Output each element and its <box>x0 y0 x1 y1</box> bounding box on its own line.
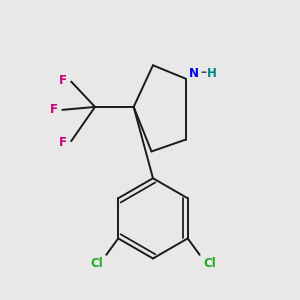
Text: –: – <box>200 66 207 79</box>
Text: F: F <box>59 74 67 87</box>
Text: Cl: Cl <box>90 257 103 270</box>
Text: N: N <box>189 67 199 80</box>
Text: H: H <box>206 67 216 80</box>
Text: F: F <box>50 103 58 116</box>
Text: F: F <box>59 136 67 149</box>
Text: Cl: Cl <box>203 257 216 270</box>
